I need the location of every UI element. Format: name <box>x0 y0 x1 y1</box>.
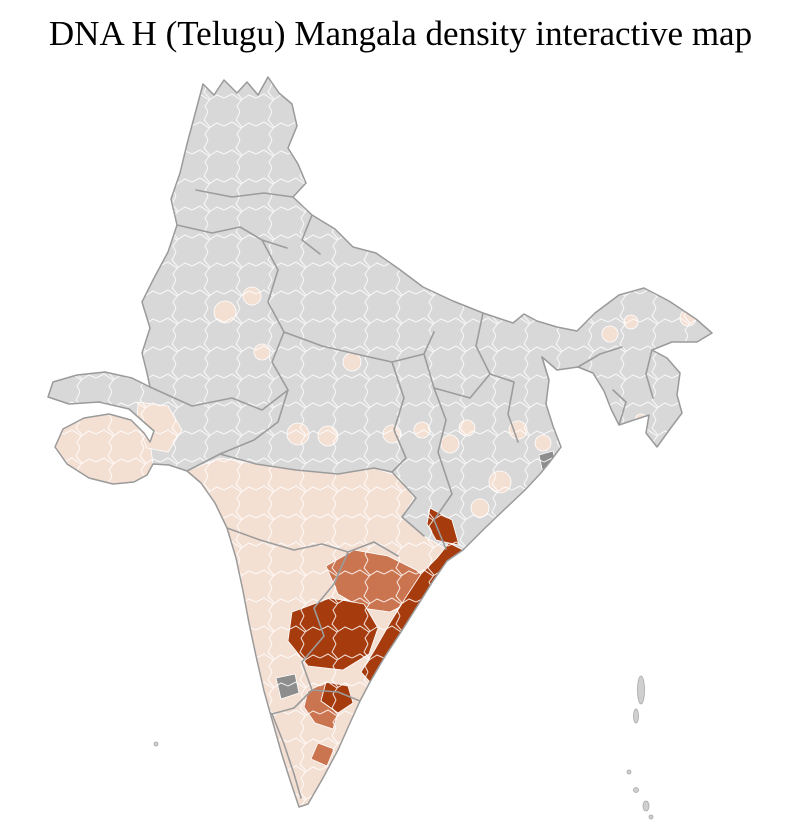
island[interactable] <box>648 814 654 820</box>
andaman-nicobar-islands[interactable] <box>626 675 654 820</box>
district-boundary-mesh <box>48 77 712 807</box>
island[interactable] <box>633 787 639 793</box>
state-borders <box>149 189 654 799</box>
island[interactable] <box>637 675 645 705</box>
island[interactable] <box>633 708 639 724</box>
region-konkan-medium[interactable] <box>166 507 182 532</box>
region-west-tamilnadu-medium[interactable] <box>257 730 275 748</box>
lakshadweep-island[interactable] <box>153 741 159 747</box>
page-title: DNA H (Telugu) Mangala density interacti… <box>48 14 753 53</box>
island[interactable] <box>642 800 650 812</box>
island[interactable] <box>626 769 632 775</box>
region-district-low[interactable] <box>578 382 594 398</box>
region-mumbai-high[interactable] <box>166 533 182 554</box>
india-outline <box>47 76 713 808</box>
